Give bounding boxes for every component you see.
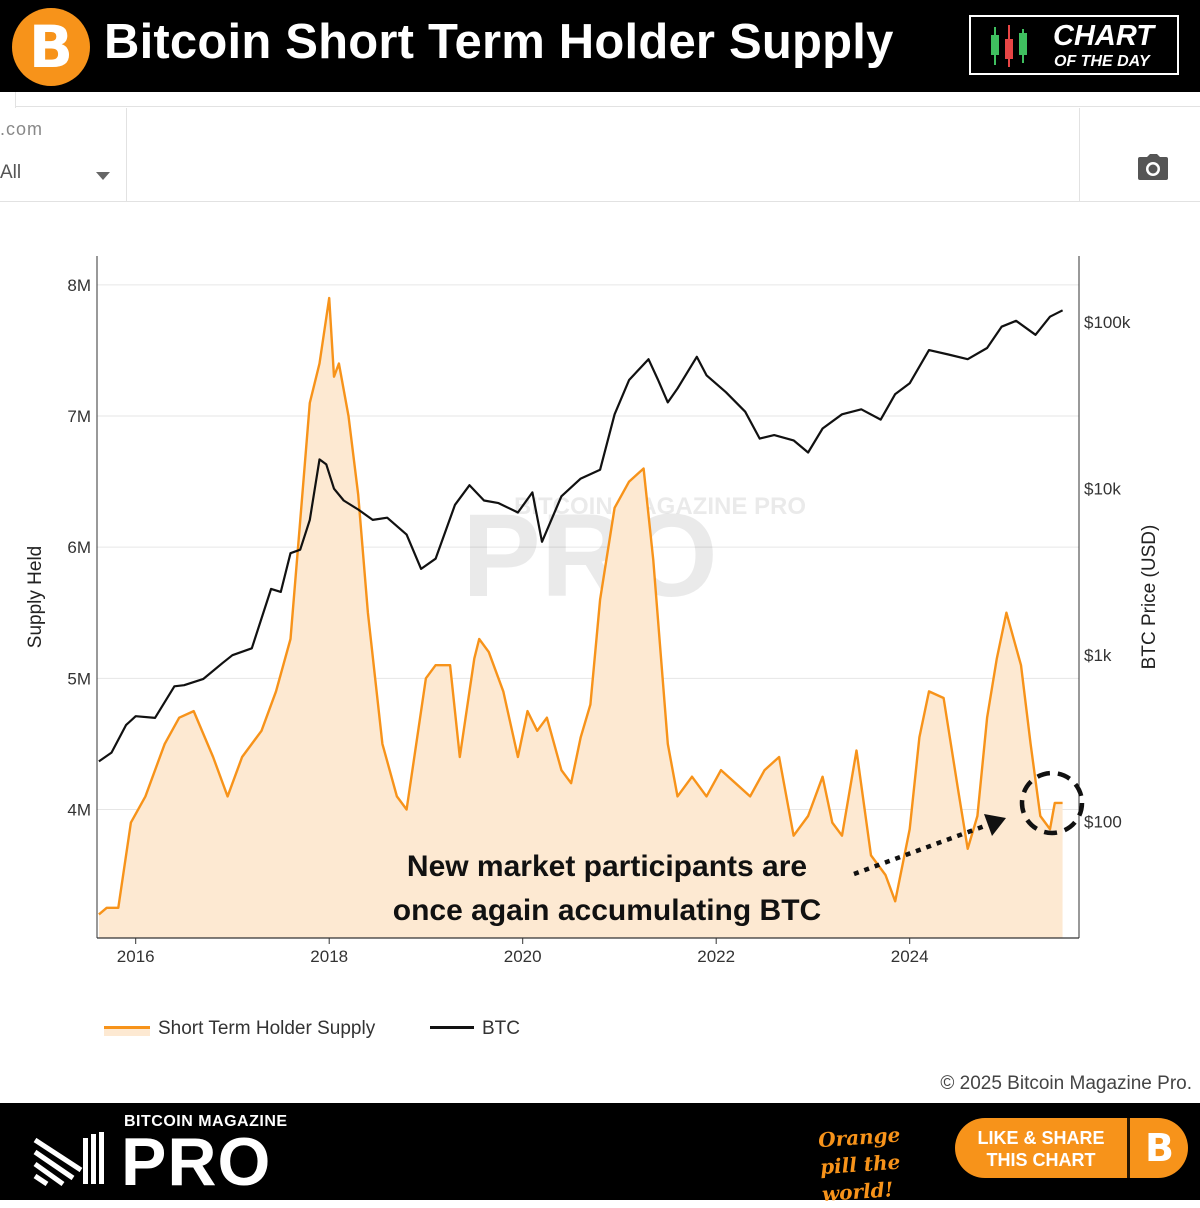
annotation-arrow <box>853 821 991 877</box>
legend-label-btc: BTC <box>482 1018 520 1039</box>
header-bar: B Bitcoin Short Term Holder Supply CHART… <box>0 0 1200 92</box>
cta-line1: LIKE & SHARE <box>977 1128 1105 1148</box>
series-area-sths <box>98 298 1063 938</box>
bitcoin-logo-icon: B <box>12 8 90 86</box>
legend-swatch-btc <box>430 1026 474 1029</box>
toolbar-top-divider <box>15 106 1200 107</box>
footer-brand-big: PRO <box>121 1124 272 1200</box>
candlestick-icon <box>991 25 1027 67</box>
toolbar-divider <box>1079 108 1080 201</box>
right-tick-label: $100k <box>1084 313 1131 332</box>
highlight-circle <box>1019 770 1085 836</box>
left-tick-label: 7M <box>67 407 91 426</box>
left-tick-label: 4M <box>67 800 91 819</box>
x-tick-label: 2018 <box>310 947 348 966</box>
legend-swatch-sths <box>104 1020 150 1036</box>
cta-line2: THIS CHART <box>986 1150 1096 1170</box>
right-tick-label: $10k <box>1084 480 1121 499</box>
like-share-button[interactable]: LIKE & SHARE THIS CHART B <box>955 1118 1188 1178</box>
left-axis-title: Supply Held <box>25 546 46 648</box>
annotation-line1: New market participants are <box>407 850 807 883</box>
left-tick-label: 8M <box>67 276 91 295</box>
series-line-btc <box>98 309 1064 763</box>
footer-brand-small: BITCOIN MAGAZINE <box>124 1113 288 1130</box>
left-tick-label: 5M <box>67 669 91 688</box>
annotation-arrow-head <box>984 814 1006 836</box>
page-title: Bitcoin Short Term Holder Supply <box>104 15 894 69</box>
badge-line2: OF THE DAY <box>1054 53 1150 70</box>
watermark-pro: PRO <box>462 490 718 622</box>
footer-bar: BITCOIN MAGAZINE PRO Orange pill the wor… <box>0 1103 1200 1206</box>
range-select-value[interactable]: All <box>0 162 22 183</box>
x-tick-label: 2022 <box>697 947 735 966</box>
copyright-text: © 2025 Bitcoin Magazine Pro. <box>940 1073 1192 1094</box>
right-tick-label: $100 <box>1084 813 1122 832</box>
x-tick-label: 2016 <box>117 947 155 966</box>
bitcoin-icon: B <box>1145 1126 1174 1170</box>
chevron-down-icon[interactable] <box>96 172 110 180</box>
right-tick-label: $1k <box>1084 646 1112 665</box>
watermark-text: BITCOIN MAGAZINE PRO <box>514 493 806 520</box>
footer-tagline: Orange pill the world! <box>817 1122 902 1207</box>
right-axis-title: BTC Price (USD) <box>1139 525 1160 670</box>
x-tick-label: 2020 <box>504 947 542 966</box>
camera-icon[interactable] <box>1138 154 1168 180</box>
site-url-fragment: .com <box>0 119 44 139</box>
chart-toolbar: .com All <box>0 92 1200 204</box>
series-line-sths <box>98 296 1063 916</box>
bitcoin-magazine-pro-logo-icon <box>33 1132 104 1186</box>
chart-of-the-day-badge: CHART OF THE DAY <box>969 15 1179 75</box>
badge-line1: CHART <box>1053 20 1154 52</box>
annotation-line2: once again accumulating BTC <box>393 894 821 927</box>
x-tick-label: 2024 <box>891 947 929 966</box>
legend-label-sths: Short Term Holder Supply <box>158 1018 376 1039</box>
toolbar-bottom-divider <box>0 201 1200 202</box>
toolbar-divider <box>126 108 127 201</box>
left-tick-label: 6M <box>67 538 91 557</box>
